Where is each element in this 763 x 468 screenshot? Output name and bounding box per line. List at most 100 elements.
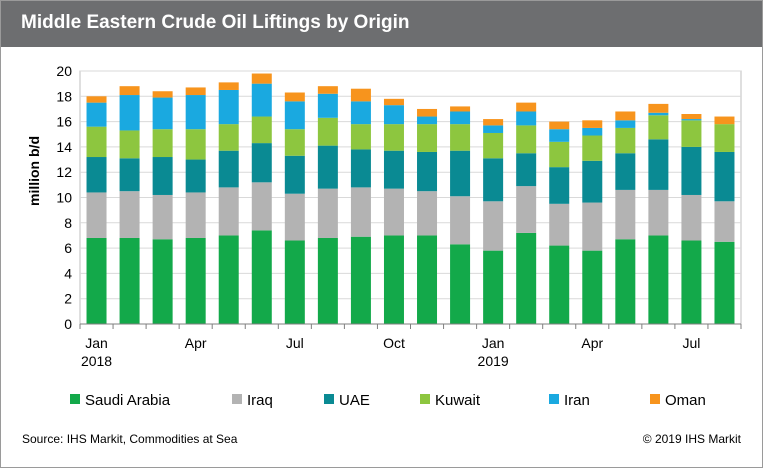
bar-segment (648, 235, 669, 324)
bar-segment (317, 117, 338, 146)
bar-segment (450, 196, 471, 245)
x-axis: Jan 2018 Apr Jul Oct Jan 2019 Apr Jul (79, 323, 742, 369)
bar-segment (185, 237, 206, 324)
bar-segment (516, 186, 537, 233)
bar-segment (681, 120, 702, 147)
legend-item: Iraq (232, 392, 273, 409)
bar-segment (714, 201, 735, 242)
legend-item: Kuwait (420, 392, 481, 409)
bar-segment (648, 189, 669, 236)
bar-segment (251, 143, 272, 183)
bar-segment (648, 139, 669, 190)
bar-segment (516, 102, 537, 112)
bar-segment (549, 141, 570, 168)
bar-segment (317, 93, 338, 118)
legend-item: Oman (650, 392, 706, 409)
bar-segment (450, 124, 471, 151)
copyright-note: © 2019 IHS Markit (642, 432, 741, 446)
bar-segment (714, 241, 735, 324)
x-tick-label: Apr (581, 335, 603, 351)
bar-segment (383, 105, 404, 125)
bar-segment (218, 89, 239, 125)
bar-segment (119, 158, 140, 192)
bar-segment (317, 188, 338, 238)
x-tick-label: 2018 (81, 353, 112, 369)
bar-segment (516, 153, 537, 187)
bar-segment (582, 202, 603, 251)
chart-title: Middle Eastern Crude Oil Liftings by Ori… (21, 12, 410, 33)
bar-segment (284, 129, 305, 156)
bar-segment (582, 120, 603, 128)
bar-segment (284, 193, 305, 241)
bar-segment (350, 187, 371, 237)
bar-segment (582, 135, 603, 161)
bar-segment (450, 244, 471, 324)
y-tick-label: 0 (64, 316, 72, 332)
legend-label: Saudi Arabia (85, 392, 171, 409)
bar-segment (516, 111, 537, 126)
x-tick-label: 2019 (478, 353, 509, 369)
legend-label: Oman (665, 392, 706, 409)
bar-segment (185, 95, 206, 130)
bar-segment (350, 101, 371, 125)
bar-segment (86, 237, 107, 324)
bar-segment (417, 235, 438, 324)
bars (86, 73, 735, 324)
y-tick-label: 8 (64, 215, 72, 231)
bar-segment (284, 92, 305, 102)
bar-segment (185, 159, 206, 193)
bar-segment (615, 153, 636, 190)
legend-swatch (549, 394, 559, 404)
bar-segment (383, 124, 404, 151)
bar-segment (218, 82, 239, 90)
bar-segment (152, 129, 173, 158)
bar-segment (681, 114, 702, 120)
bar-segment (582, 250, 603, 324)
bar-segment (152, 194, 173, 240)
bar-segment (350, 236, 371, 324)
bar-segment (119, 95, 140, 131)
bar-segment (582, 127, 603, 136)
bar-segment (549, 203, 570, 246)
bar-segment (86, 96, 107, 103)
legend-label: Kuwait (435, 392, 481, 409)
bar-segment (549, 129, 570, 142)
legend: Saudi Arabia Iraq UAE Kuwait Iran Oman (70, 392, 706, 409)
y-tick-label: 16 (56, 114, 72, 130)
y-tick-label: 18 (56, 88, 72, 104)
bar-segment (86, 102, 107, 127)
bar-segment (714, 124, 735, 152)
x-tick-label: Jan (482, 335, 505, 351)
bar-segment (383, 150, 404, 189)
bar-segment (549, 245, 570, 324)
bar-segment (615, 239, 636, 324)
bar-segment (86, 157, 107, 193)
x-tick-label: Jul (682, 335, 700, 351)
bar-segment (119, 86, 140, 96)
bar-segment (152, 97, 173, 130)
bar-segment (450, 111, 471, 125)
bar-segment (648, 103, 669, 113)
bar-segment (86, 126, 107, 158)
bar-segment (417, 151, 438, 192)
bar-segment (284, 101, 305, 130)
bar-segment (119, 191, 140, 238)
bar-segment (350, 149, 371, 188)
bar-segment (516, 232, 537, 324)
bar-segment (549, 121, 570, 130)
bar-segment (185, 129, 206, 160)
bar-segment (251, 230, 272, 324)
bar-segment (218, 124, 239, 151)
bar-segment (516, 125, 537, 154)
bar-segment (218, 150, 239, 188)
bar-segment (383, 98, 404, 106)
title-bar: Middle Eastern Crude Oil Liftings by Ori… (1, 1, 762, 47)
bar-segment (648, 115, 669, 140)
bar-segment (681, 119, 702, 121)
bar-segment (284, 155, 305, 194)
bar-segment (119, 237, 140, 324)
bar-segment (417, 191, 438, 236)
x-tick-label: Jan (85, 335, 108, 351)
legend-item: Saudi Arabia (70, 392, 171, 409)
